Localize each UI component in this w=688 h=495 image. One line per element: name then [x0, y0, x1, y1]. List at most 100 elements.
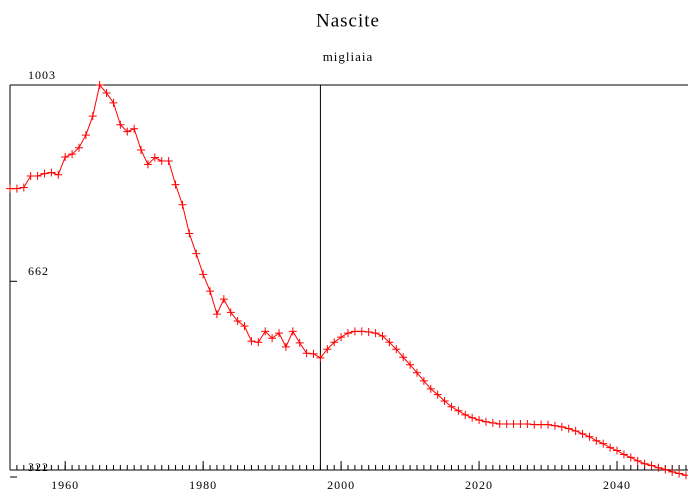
- point-marker: [143, 160, 152, 169]
- point-marker: [640, 459, 649, 468]
- point-marker: [157, 156, 166, 165]
- point-marker: [488, 418, 497, 427]
- point-marker: [40, 169, 49, 178]
- point-marker: [468, 413, 477, 422]
- point-marker: [102, 89, 111, 98]
- point-marker: [178, 200, 187, 209]
- point-marker: [550, 421, 559, 430]
- point-marker: [116, 120, 125, 129]
- point-marker: [606, 443, 615, 452]
- point-marker: [419, 376, 428, 385]
- point-marker: [585, 432, 594, 441]
- point-marker: [385, 338, 394, 347]
- point-marker: [647, 461, 656, 470]
- point-marker: [495, 420, 504, 429]
- point-marker: [88, 112, 97, 121]
- point-marker: [33, 171, 42, 180]
- point-marker: [399, 353, 408, 362]
- point-marker: [26, 171, 35, 180]
- point-marker: [219, 295, 228, 304]
- point-marker: [537, 420, 546, 429]
- point-marker: [564, 424, 573, 433]
- point-marker: [530, 420, 539, 429]
- point-marker: [461, 410, 470, 419]
- point-marker: [123, 127, 132, 136]
- point-marker: [226, 308, 235, 317]
- point-marker: [440, 397, 449, 406]
- point-marker: [199, 270, 208, 279]
- point-marker: [254, 338, 263, 347]
- point-marker: [344, 329, 352, 338]
- point-marker: [295, 338, 304, 347]
- point-marker: [81, 131, 90, 140]
- point-marker: [481, 417, 490, 426]
- point-marker: [302, 349, 311, 358]
- chart-title: Nascite: [316, 10, 380, 31]
- point-marker: [185, 229, 194, 238]
- point-marker: [426, 384, 435, 393]
- point-marker: [150, 153, 159, 162]
- point-marker: [378, 331, 387, 340]
- point-marker: [6, 184, 14, 193]
- point-marker: [12, 184, 21, 193]
- point-marker: [171, 180, 180, 189]
- point-marker: [309, 349, 318, 358]
- point-marker: [675, 469, 684, 478]
- point-marker: [212, 310, 221, 319]
- point-marker: [240, 322, 249, 331]
- point-marker: [668, 467, 677, 476]
- point-marker: [364, 327, 373, 336]
- point-marker: [68, 150, 77, 159]
- point-marker: [633, 456, 642, 465]
- point-marker: [233, 317, 242, 326]
- point-marker: [74, 143, 83, 152]
- point-marker: [164, 156, 173, 165]
- point-marker: [330, 338, 339, 347]
- y-tick-label: 662: [28, 264, 49, 278]
- point-marker: [137, 146, 146, 155]
- point-marker: [371, 329, 380, 338]
- point-marker: [544, 420, 553, 429]
- point-marker: [661, 465, 670, 474]
- point-marker: [578, 429, 587, 438]
- point-marker: [268, 334, 277, 343]
- point-marker: [19, 183, 28, 192]
- x-tick-label: 2000: [327, 478, 355, 492]
- x-tick-label: 1980: [189, 478, 217, 492]
- point-marker: [557, 422, 566, 431]
- point-marker: [447, 402, 456, 411]
- point-marker: [613, 446, 622, 455]
- point-marker: [682, 471, 688, 480]
- point-marker: [392, 345, 401, 354]
- point-marker: [323, 345, 332, 354]
- x-tick-label: 1960: [51, 478, 79, 492]
- point-marker: [454, 406, 463, 415]
- chart-subtitle: migliaia: [323, 49, 374, 64]
- x-tick-label: 2020: [465, 478, 493, 492]
- point-marker: [206, 287, 215, 296]
- point-marker: [247, 337, 256, 346]
- point-marker: [357, 327, 366, 336]
- point-marker: [95, 81, 104, 89]
- point-marker: [599, 439, 608, 448]
- point-marker: [592, 436, 601, 445]
- point-marker: [475, 416, 484, 425]
- series-line: [10, 83, 687, 476]
- point-marker: [337, 333, 346, 342]
- x-tick-label: 2040: [603, 478, 631, 492]
- point-marker: [288, 327, 297, 336]
- point-marker: [433, 390, 442, 399]
- point-marker: [281, 342, 290, 351]
- point-marker: [654, 463, 663, 472]
- point-marker: [109, 98, 118, 107]
- point-marker: [516, 420, 525, 429]
- point-marker: [502, 420, 511, 429]
- point-marker: [61, 152, 70, 161]
- point-marker: [275, 329, 284, 338]
- point-marker: [406, 360, 415, 369]
- point-marker: [509, 420, 518, 429]
- point-marker: [130, 124, 139, 133]
- point-marker: [626, 453, 635, 462]
- point-marker: [619, 450, 628, 459]
